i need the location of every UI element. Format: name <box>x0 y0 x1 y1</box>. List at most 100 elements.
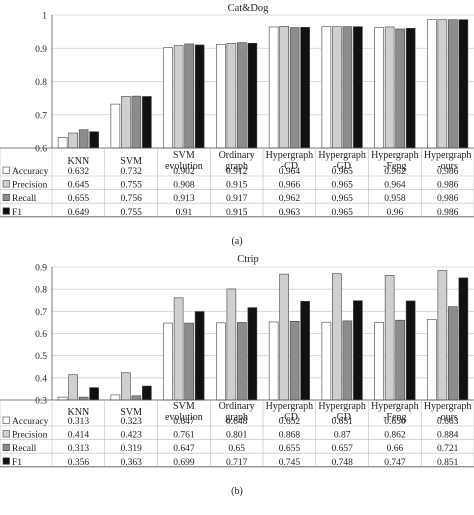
data-value-label: 0.663 <box>437 417 459 427</box>
bar <box>332 273 342 401</box>
data-value-label: 0.652 <box>279 417 301 427</box>
bar <box>279 26 289 149</box>
category-label: Hypergraph -ours <box>424 401 472 423</box>
y-tick-label: 0.9 <box>35 45 47 55</box>
y-tick-label: 0.5 <box>35 352 47 362</box>
bar <box>173 297 184 401</box>
data-value-label: 0.986 <box>437 208 459 218</box>
y-tick-label: 0.4 <box>35 374 47 384</box>
bar <box>300 27 310 149</box>
bar <box>427 19 437 149</box>
data-value-label: 0.66 <box>387 444 404 454</box>
data-value-label: 0.650 <box>384 417 406 427</box>
category-label: Hypergraph -GD <box>318 401 366 423</box>
legend-swatch <box>2 457 10 465</box>
data-value-label: 0.963 <box>279 208 301 218</box>
bar <box>78 396 89 401</box>
data-value-label: 0.868 <box>279 431 301 441</box>
panel-caption: (b) <box>231 486 243 497</box>
bar <box>131 95 142 149</box>
bar <box>237 322 247 401</box>
bar <box>279 273 289 401</box>
legend-label: Precision <box>12 431 48 441</box>
category-label: KNN <box>68 407 90 418</box>
legend-label: F1 <box>12 458 22 468</box>
data-value-label: 0.801 <box>226 431 248 441</box>
bar <box>216 322 226 401</box>
bar <box>247 42 258 149</box>
data-value-label: 0.648 <box>226 417 248 427</box>
data-value-label: 0.851 <box>437 458 459 468</box>
category-label: Hypergraph -ours <box>424 150 472 172</box>
data-value-label: 0.96 <box>387 208 404 218</box>
category-label: Hypergraph -GD <box>318 150 366 172</box>
bar <box>342 320 353 401</box>
data-value-label: 0.655 <box>279 444 301 454</box>
legend-swatch <box>2 166 10 174</box>
data-value-label: 0.717 <box>226 458 248 468</box>
legend-label: Accuracy <box>12 417 49 427</box>
bar <box>226 288 237 401</box>
data-value-label: 0.966 <box>279 181 301 191</box>
legend-label: Precision <box>12 181 48 191</box>
data-value-label: 0.649 <box>68 208 90 218</box>
bar <box>374 27 384 149</box>
data-value-label: 0.761 <box>173 431 195 441</box>
data-value-label: 0.986 <box>437 181 459 191</box>
legend-label: Recall <box>12 444 37 454</box>
y-tick-label: 0.7 <box>35 111 47 121</box>
bar <box>194 311 205 401</box>
bar <box>332 26 342 149</box>
data-value-label: 0.645 <box>68 181 90 191</box>
category-label: Ordinary graph <box>219 401 255 423</box>
data-value-label: 0.699 <box>173 458 195 468</box>
legend-label: Recall <box>12 194 37 204</box>
data-value-label: 0.632 <box>68 167 90 177</box>
bar <box>142 96 152 149</box>
bar <box>78 129 89 149</box>
data-value-label: 0.647 <box>173 417 195 427</box>
category-label: Hypergraph -CD <box>266 150 314 172</box>
bar <box>89 131 99 149</box>
bar <box>268 321 279 401</box>
y-tick-label: 0.6 <box>35 330 47 340</box>
bar <box>247 307 258 401</box>
data-value-label: 0.908 <box>173 181 195 191</box>
data-value-label: 0.755 <box>120 208 142 218</box>
data-value-label: 0.655 <box>68 194 90 204</box>
bar <box>405 27 416 149</box>
y-tick-label: 0.7 <box>35 308 47 318</box>
data-value-label: 0.917 <box>226 194 248 204</box>
data-value-label: 0.964 <box>384 181 406 191</box>
bar <box>395 28 405 149</box>
chart-title: Ctrip <box>237 254 259 265</box>
bar <box>110 394 121 401</box>
bar <box>173 45 184 149</box>
bar <box>68 132 78 149</box>
bar <box>405 300 416 401</box>
bar <box>289 27 300 149</box>
data-value-label: 0.323 <box>120 417 142 427</box>
data-value-label: 0.965 <box>331 208 353 218</box>
y-tick-label: 0.3 <box>35 397 47 407</box>
data-value-label: 0.647 <box>173 444 195 454</box>
data-value-label: 0.915 <box>226 181 248 191</box>
data-value-label: 0.414 <box>68 431 90 441</box>
bar <box>384 26 395 149</box>
bar <box>110 103 121 149</box>
data-value-label: 0.319 <box>120 444 142 454</box>
data-value-label: 0.958 <box>384 194 406 204</box>
data-value-label: 0.755 <box>120 181 142 191</box>
data-value-label: 0.423 <box>120 431 142 441</box>
bar <box>321 26 332 149</box>
data-value-label: 0.363 <box>120 458 142 468</box>
legend-swatch <box>2 180 10 188</box>
data-value-label: 0.87 <box>334 431 351 441</box>
legend-swatch <box>2 443 10 452</box>
bar <box>300 301 310 401</box>
chart-title: Cat&Dog <box>228 3 270 14</box>
data-value-label: 0.356 <box>68 458 90 468</box>
data-value-label: 0.65 <box>228 444 245 454</box>
bar <box>448 19 458 149</box>
